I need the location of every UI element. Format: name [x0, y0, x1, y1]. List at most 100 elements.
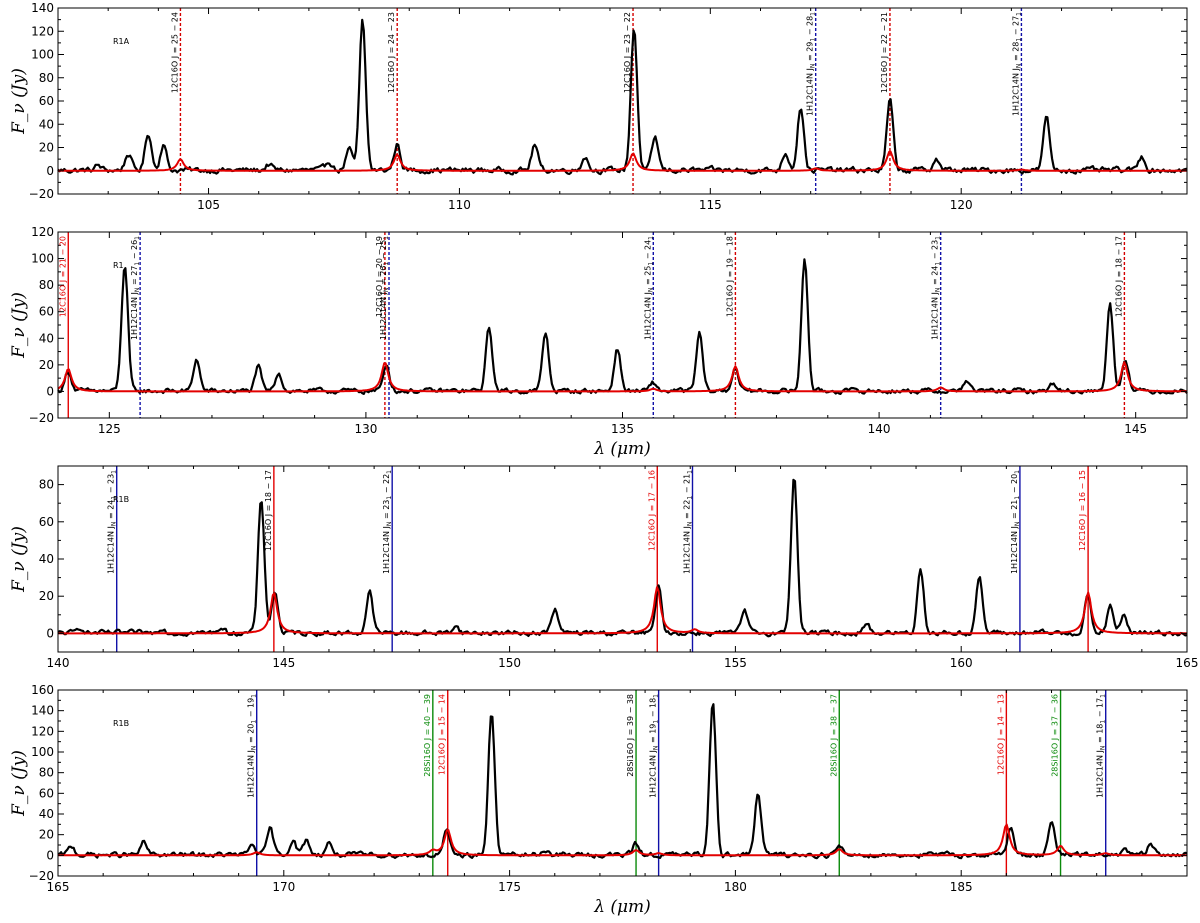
- x-tick-label: 105: [197, 198, 220, 212]
- y-tick-label: 40: [39, 117, 54, 131]
- y-axis-label: F_ν (Jy): [9, 68, 29, 135]
- species-label-4: 1H12C14N JN = 261 − 251: [379, 236, 390, 340]
- y-tick-label: 20: [39, 589, 54, 603]
- x-tick-label: 120: [950, 198, 973, 212]
- y-tick-label: 0: [46, 164, 54, 178]
- y-tick-label: 20: [39, 141, 54, 155]
- x-tick-label: 185: [950, 880, 973, 894]
- model-spectrum: [57, 361, 1187, 393]
- x-tick-label: 170: [272, 880, 295, 894]
- species-label-5: 12C16O J = 22 − 21: [880, 12, 889, 93]
- x-tick-label: 140: [868, 422, 891, 436]
- y-tick-label: 100: [31, 745, 54, 759]
- x-tick-label: 160: [950, 656, 973, 670]
- y-tick-label: 140: [31, 1, 54, 15]
- y-tick-label: 60: [39, 305, 54, 319]
- model-spectrum: [58, 586, 1187, 635]
- species-label-5: 1H12C14N JN = 251 − 241: [643, 236, 654, 340]
- species-label-6: 28Si16O J = 38 − 37: [829, 694, 838, 777]
- observed-spectrum: [57, 258, 1188, 395]
- x-tick-label: 180: [724, 880, 747, 894]
- species-label-1: 12C16O J = 25 − 24: [170, 12, 179, 93]
- x-tick-label: 145: [1124, 422, 1147, 436]
- species-label-3: 12C16O J = 23 − 22: [623, 12, 632, 93]
- species-label-3: 12C16O J = 15 − 14: [438, 694, 447, 775]
- observed-spectrum: [58, 703, 1188, 860]
- model-spectrum: [58, 150, 1187, 172]
- y-tick-label: 80: [39, 71, 54, 85]
- y-tick-label: −20: [29, 411, 54, 425]
- x-tick-label: 115: [699, 198, 722, 212]
- y-tick-label: 100: [31, 252, 54, 266]
- x-axis-label: λ (μm): [593, 439, 651, 459]
- species-label-3: 1H12C14N JN = 231 − 221: [382, 470, 393, 574]
- species-label-3: 12C16O J = 20 − 19: [375, 236, 384, 317]
- y-tick-label: −20: [29, 869, 54, 883]
- y-tick-label: 20: [39, 828, 54, 842]
- y-tick-label: 40: [39, 552, 54, 566]
- x-tick-label: 145: [272, 656, 295, 670]
- species-label-2: 1H12C14N JN = 271 − 261: [130, 236, 141, 340]
- y-tick-label: 20: [39, 358, 54, 372]
- species-label-2: 28Si16O J = 40 − 39: [423, 694, 432, 777]
- y-tick-label: 60: [39, 94, 54, 108]
- x-tick-label: 130: [354, 422, 377, 436]
- y-tick-label: −20: [29, 187, 54, 201]
- species-label-2: 12C16O J = 18 − 17: [264, 470, 273, 551]
- panel-label: R1: [113, 261, 124, 270]
- y-tick-label: 160: [31, 683, 54, 697]
- x-tick-label: 140: [47, 656, 70, 670]
- y-tick-label: 0: [46, 626, 54, 640]
- species-label-5: 1H12C14N JN = 191 − 181: [649, 694, 660, 798]
- species-label-6: 1H12C14N JN = 281 − 271: [1011, 12, 1022, 116]
- y-tick-label: 100: [31, 48, 54, 62]
- panel-label: R1A: [113, 37, 130, 46]
- y-tick-label: 120: [31, 225, 54, 239]
- x-tick-label: 165: [1176, 656, 1199, 670]
- y-tick-label: 120: [31, 24, 54, 38]
- x-tick-label: 110: [448, 198, 471, 212]
- x-tick-label: 175: [498, 880, 521, 894]
- species-label-7: 1H12C14N JN = 241 − 231: [931, 236, 942, 340]
- y-tick-label: 40: [39, 331, 54, 345]
- species-label-4: 12C16O J = 17 − 16: [647, 470, 656, 551]
- x-tick-label: 155: [724, 656, 747, 670]
- species-label-1: 1H12C14N JN = 241 − 231: [107, 470, 118, 574]
- axes-frame: [57, 689, 1188, 877]
- y-axis-label: F_ν (Jy): [9, 292, 29, 359]
- species-label-6: 1H12C14N JN = 211 − 201: [1010, 470, 1021, 574]
- y-tick-label: 0: [46, 384, 54, 398]
- species-label-2: 12C16O J = 24 − 23: [387, 12, 396, 93]
- x-tick-label: 125: [98, 422, 121, 436]
- axes-frame: [57, 231, 1188, 419]
- y-tick-label: 80: [39, 478, 54, 492]
- panel-label: R1B: [113, 495, 129, 504]
- species-label-4: 28Si16O J = 39 − 38: [626, 694, 635, 777]
- x-tick-label: 135: [611, 422, 634, 436]
- y-tick-label: 0: [46, 848, 54, 862]
- y-tick-label: 120: [31, 724, 54, 738]
- species-label-5: 1H12C14N JN = 221 − 211: [683, 470, 694, 574]
- x-axis-label: λ (μm): [593, 897, 651, 917]
- y-tick-label: 60: [39, 786, 54, 800]
- species-label-9: 1H12C14N JN = 181 − 171: [1096, 694, 1107, 798]
- x-tick-label: 165: [47, 880, 70, 894]
- model-spectrum: [58, 823, 1187, 857]
- species-label-8: 12C16O J = 18 − 17: [1114, 236, 1123, 317]
- species-label-1: 1H12C14N JN = 201 − 191: [247, 694, 258, 798]
- panel-label: R1B: [113, 719, 129, 728]
- spectrum-panel-4: 165 170 175 180 185 −20 0 20 40 60 80 100 120 140 160 F…: [9, 683, 1188, 917]
- y-tick-label: 80: [39, 278, 54, 292]
- y-tick-label: 40: [39, 807, 54, 821]
- y-axis-label: F_ν (Jy): [9, 526, 29, 593]
- x-tick-label: 150: [498, 656, 521, 670]
- species-label-4: 1H12C14N JN = 291 − 281: [806, 12, 817, 116]
- species-label-7: 12C16O J = 16 − 15: [1078, 470, 1087, 551]
- species-label-6: 12C16O J = 19 − 18: [725, 236, 734, 317]
- y-axis-label: F_ν (Jy): [9, 750, 29, 817]
- spectrum-panel-1: 105 110 115 120 −20 0 20 40 60 80 100 120 140 F_ν (Jy…: [9, 1, 1188, 212]
- species-label-7: 12C16O J = 14 − 13: [996, 694, 1005, 775]
- spectrum-panel-2: 125 130 135 140 145 −20 0 20 40 60 80 100 120 F_ν (Jy…: [9, 225, 1188, 459]
